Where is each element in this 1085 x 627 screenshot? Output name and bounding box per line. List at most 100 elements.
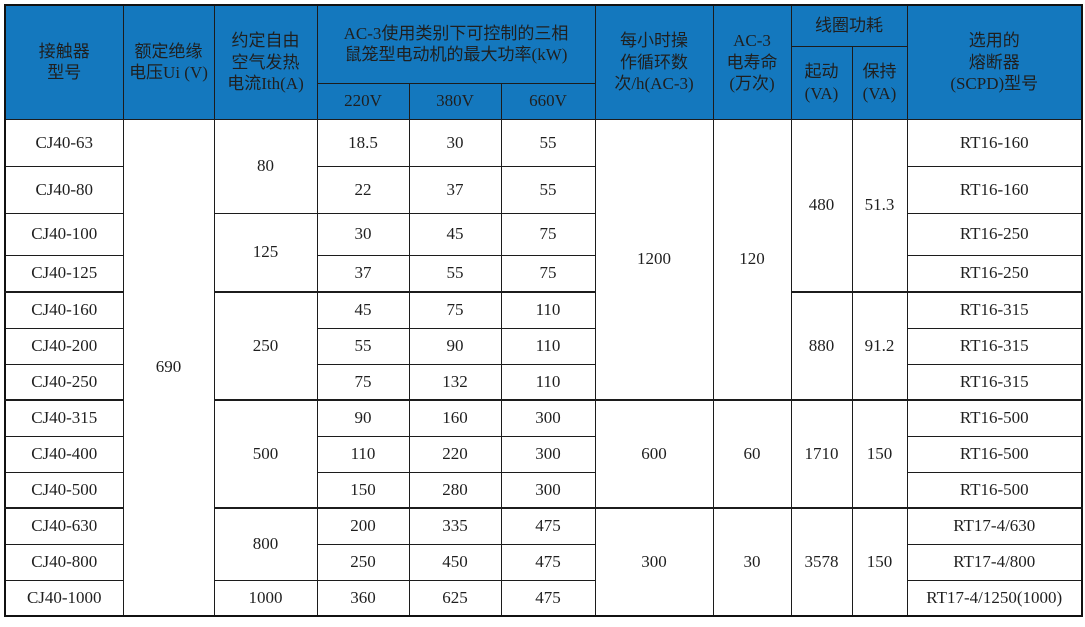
cell-life: 120 bbox=[712, 118, 792, 401]
cell-kw220: 45 bbox=[316, 291, 410, 329]
cell-fuse: RT17-4/800 bbox=[906, 543, 1083, 581]
cell-model: CJ40-160 bbox=[4, 291, 124, 329]
header-electrical-life: AC-3 电寿命 (万次) bbox=[712, 4, 792, 120]
cell-fuse: RT16-500 bbox=[906, 435, 1083, 473]
cell-kw220: 55 bbox=[316, 327, 410, 365]
cell-coil-start: 1710 bbox=[790, 399, 853, 509]
cell-kw380: 55 bbox=[408, 254, 502, 293]
cell-fuse: RT17-4/630 bbox=[906, 507, 1083, 545]
cell-model: CJ40-125 bbox=[4, 254, 124, 293]
cell-coil-hold: 91.2 bbox=[851, 291, 908, 401]
cell-model: CJ40-630 bbox=[4, 507, 124, 545]
cell-model: CJ40-315 bbox=[4, 399, 124, 437]
cell-kw380: 37 bbox=[408, 165, 502, 214]
contactor-spec-table: 接触器 型号 额定绝缘 电压Ui (V) 约定自由 空气发热 电流Ith(A) … bbox=[4, 4, 1083, 617]
cell-fuse: RT16-250 bbox=[906, 212, 1083, 256]
cell-kw380: 220 bbox=[408, 435, 502, 473]
cell-kw660: 110 bbox=[500, 363, 596, 401]
cell-kw660: 300 bbox=[500, 471, 596, 509]
header-380v: 380V bbox=[408, 82, 502, 120]
cell-fuse: RT16-500 bbox=[906, 471, 1083, 509]
header-operating-cycles: 每小时操 作循环数 次/h(AC-3) bbox=[594, 4, 714, 120]
cell-fuse: RT16-250 bbox=[906, 254, 1083, 293]
cell-kw220: 90 bbox=[316, 399, 410, 437]
cell-model: CJ40-63 bbox=[4, 118, 124, 167]
cell-coil-hold: 150 bbox=[851, 507, 908, 617]
table-row: CJ40-800 250 450 475 RT17-4/800 bbox=[4, 543, 1083, 581]
table-row: CJ40-1000 1000 360 625 475 RT17-4/1250(1… bbox=[4, 579, 1083, 617]
cell-ith: 800 bbox=[213, 507, 318, 581]
table-row: CJ40-63 690 80 18.5 30 55 1200 120 480 5… bbox=[4, 118, 1083, 617]
cell-coil-start: 480 bbox=[790, 118, 853, 293]
table-row: CJ40-250 75 132 110 RT16-315 bbox=[4, 363, 1083, 401]
cell-ith: 80 bbox=[213, 118, 318, 214]
header-coil-hold: 保持 (VA) bbox=[851, 45, 908, 120]
header-thermal-current: 约定自由 空气发热 电流Ith(A) bbox=[213, 4, 318, 120]
cell-model: CJ40-80 bbox=[4, 165, 124, 214]
cell-kw380: 90 bbox=[408, 327, 502, 365]
cell-fuse: RT16-160 bbox=[906, 118, 1083, 167]
cell-fuse: RT16-315 bbox=[906, 327, 1083, 365]
cell-kw660: 75 bbox=[500, 254, 596, 293]
cell-ith: 1000 bbox=[213, 579, 318, 617]
cell-kw380: 45 bbox=[408, 212, 502, 256]
table-row: CJ40-100 125 30 45 75 RT16-250 bbox=[4, 212, 1083, 293]
cell-kw380: 75 bbox=[408, 291, 502, 329]
cell-model: CJ40-100 bbox=[4, 212, 124, 256]
header-contactor-model: 接触器 型号 bbox=[4, 4, 124, 120]
cell-model: CJ40-200 bbox=[4, 327, 124, 365]
table-row: CJ40-315 500 90 160 300 600 60 1710 150 … bbox=[4, 399, 1083, 509]
table-row: CJ40-500 150 280 300 RT16-500 bbox=[4, 471, 1083, 509]
cell-kw660: 55 bbox=[500, 165, 596, 214]
cell-fuse: RT16-315 bbox=[906, 291, 1083, 329]
cell-coil-start: 3578 bbox=[790, 507, 853, 617]
cell-coil-hold: 51.3 bbox=[851, 118, 908, 293]
cell-coil-start: 880 bbox=[790, 291, 853, 401]
cell-fuse: RT16-160 bbox=[906, 165, 1083, 214]
cell-kw220: 150 bbox=[316, 471, 410, 509]
cell-ith: 250 bbox=[213, 291, 318, 401]
cell-insulation-voltage: 690 bbox=[122, 118, 215, 617]
cell-kw380: 132 bbox=[408, 363, 502, 401]
header-rated-insulation-voltage: 额定绝缘 电压Ui (V) bbox=[122, 4, 215, 120]
header-fuse-model: 选用的 熔断器 (SCPD)型号 bbox=[906, 4, 1083, 120]
cell-model: CJ40-250 bbox=[4, 363, 124, 401]
cell-kw660: 110 bbox=[500, 291, 596, 329]
cell-fuse: RT17-4/1250(1000) bbox=[906, 579, 1083, 617]
cell-kw220: 360 bbox=[316, 579, 410, 617]
cell-kw660: 300 bbox=[500, 435, 596, 473]
cell-life: 30 bbox=[712, 507, 792, 617]
cell-kw660: 300 bbox=[500, 399, 596, 437]
cell-cycles: 600 bbox=[594, 399, 714, 509]
header-max-power-group: AC-3使用类别下可控制的三相 鼠笼型电动机的最大功率(kW) bbox=[316, 4, 596, 84]
cell-model: CJ40-800 bbox=[4, 543, 124, 581]
cell-coil-hold: 150 bbox=[851, 399, 908, 509]
cell-kw380: 335 bbox=[408, 507, 502, 545]
cell-kw660: 55 bbox=[500, 118, 596, 167]
table-row: CJ40-400 110 220 300 RT16-500 bbox=[4, 435, 1083, 473]
cell-model: CJ40-1000 bbox=[4, 579, 124, 617]
cell-kw380: 30 bbox=[408, 118, 502, 167]
cell-kw380: 625 bbox=[408, 579, 502, 617]
cell-kw660: 475 bbox=[500, 507, 596, 545]
cell-kw220: 37 bbox=[316, 254, 410, 293]
cell-cycles: 1200 bbox=[594, 118, 714, 401]
cell-kw220: 75 bbox=[316, 363, 410, 401]
table-row: CJ40-630 800 200 335 475 300 30 3578 150… bbox=[4, 507, 1083, 617]
table-row: CJ40-80 22 37 55 RT16-160 bbox=[4, 165, 1083, 214]
cell-kw380: 280 bbox=[408, 471, 502, 509]
header-coil-power-group: 线圈功耗 bbox=[790, 4, 908, 47]
cell-kw220: 18.5 bbox=[316, 118, 410, 167]
cell-kw660: 475 bbox=[500, 543, 596, 581]
cell-model: CJ40-500 bbox=[4, 471, 124, 509]
cell-model: CJ40-400 bbox=[4, 435, 124, 473]
cell-fuse: RT16-315 bbox=[906, 363, 1083, 401]
header-coil-start: 起动 (VA) bbox=[790, 45, 853, 120]
cell-kw660: 110 bbox=[500, 327, 596, 365]
cell-kw220: 200 bbox=[316, 507, 410, 545]
cell-kw220: 110 bbox=[316, 435, 410, 473]
table-row: CJ40-125 37 55 75 RT16-250 bbox=[4, 254, 1083, 293]
cell-kw220: 250 bbox=[316, 543, 410, 581]
cell-kw380: 450 bbox=[408, 543, 502, 581]
cell-cycles: 300 bbox=[594, 507, 714, 617]
